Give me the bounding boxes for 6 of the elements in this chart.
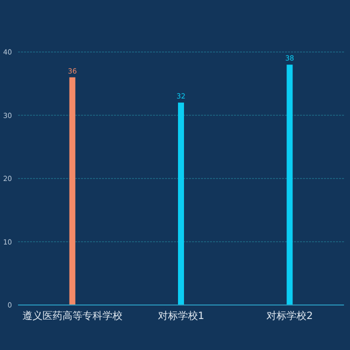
bar [69, 77, 76, 305]
bar [286, 64, 293, 305]
x-tick-label: 对标学校2 [266, 310, 313, 322]
x-tick-label: 遵义医药高等专科学校 [22, 310, 122, 322]
bar [178, 102, 184, 305]
x-tick-label: 对标学校1 [158, 310, 204, 322]
